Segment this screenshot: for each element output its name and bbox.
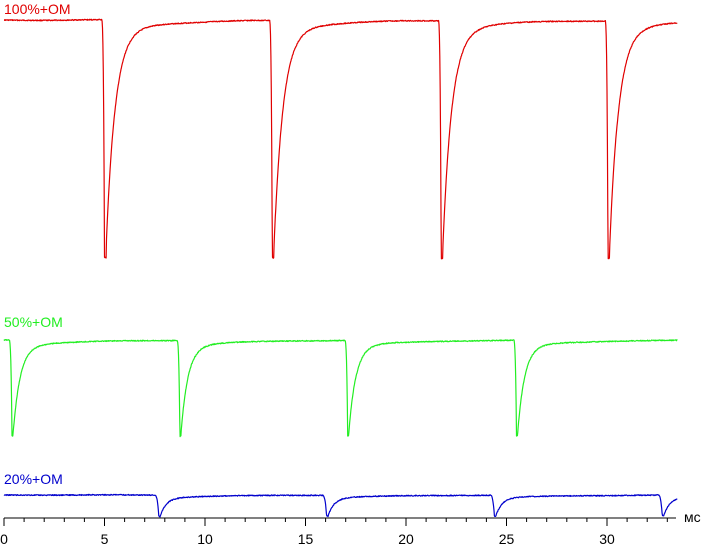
x-tick-label: 5 — [101, 531, 109, 545]
x-tick-label: 20 — [398, 531, 414, 545]
x-tick-label: 10 — [197, 531, 213, 545]
x-tick-label: 0 — [0, 531, 8, 545]
series-line — [3, 339, 678, 438]
series-label-100: 100%+OM — [4, 1, 71, 17]
x-tick-label: 25 — [499, 531, 515, 545]
x-ticks: 0 5 10 15 20 25 30 — [0, 518, 668, 545]
x-tick-label: 30 — [599, 531, 615, 545]
series-line — [3, 493, 678, 518]
x-tick-label: 15 — [298, 531, 314, 545]
x-axis-unit: мс — [684, 509, 701, 525]
series-line — [3, 18, 678, 260]
x-axis: 0 5 10 15 20 25 30 мс — [0, 509, 701, 545]
series-label-20: 20%+OM — [4, 471, 63, 487]
series-label-50: 50%+OM — [4, 314, 63, 330]
traces — [3, 18, 678, 518]
series-labels: 100%+OM 50%+OM 20%+OM — [4, 1, 71, 487]
